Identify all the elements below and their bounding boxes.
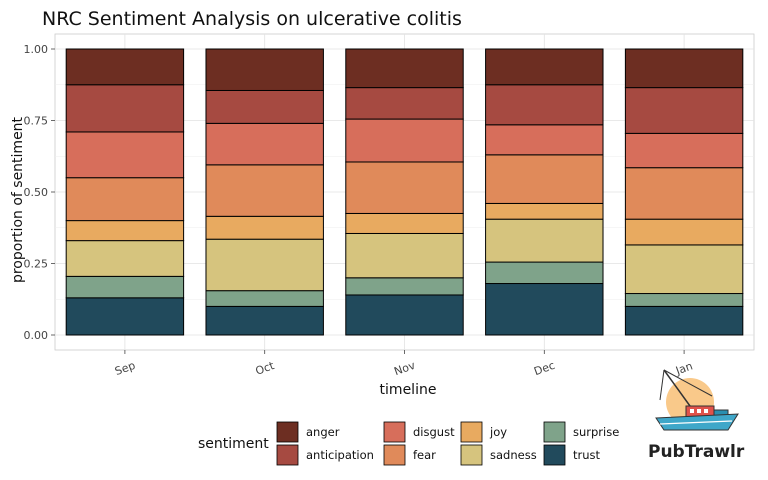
bar-dec-fear [485,154,604,204]
x-tick-label: Sep [113,359,137,378]
y-tick-label: 0.75 [24,115,49,128]
bar-jan-surprise [624,293,744,307]
x-tick-label: Jan [673,359,694,377]
legend-label-joy: joy [489,425,507,439]
x-tick-label: Oct [254,359,277,378]
legend-key-anger [276,421,299,443]
bar-nov-fear [345,161,464,214]
bar-sep-trust [65,297,185,336]
legend-key-anticipation [276,444,299,466]
bars [65,48,744,336]
bar-sep-joy [65,220,185,242]
bar-oct-anticipation [205,89,324,124]
legend-label-surprise: surprise [573,425,619,439]
logo-text: PubTrawlr [648,442,745,462]
bar-oct-trust [205,305,324,336]
bar-sep-disgust [65,131,185,179]
legend-label-anger: anger [306,425,340,439]
legend-key-joy [460,421,483,443]
bar-nov-trust [345,294,464,336]
bar-oct-joy [205,215,324,240]
bar-sep-surprise [65,275,185,299]
legend-key-surprise [543,421,566,443]
x-axis: Sep Oct Nov Dec Jan [113,350,694,378]
bar-nov-sadness [345,232,464,279]
bar-nov-joy [345,212,464,234]
legend-key-trust [543,444,566,466]
y-tick-label: 0.25 [24,258,49,271]
bar-jan-fear [624,167,744,220]
pubtrawlr-logo: PubTrawlr [648,369,745,462]
bar-jan-disgust [624,132,744,169]
bar-oct-sadness [205,238,324,292]
bar-sep-fear [65,177,185,222]
bar-dec-surprise [485,261,604,285]
x-tick-label: Nov [392,359,417,379]
bar-oct-surprise [205,290,324,307]
bar-dec-anger [485,48,604,86]
legend-label-disgust: disgust [413,425,455,439]
bar-dec-disgust [485,124,604,156]
legend-key-sadness [460,444,483,466]
y-axis-title: proportion of sentiment [10,116,26,283]
legend-key-fear [383,444,406,466]
y-axis: 0.00 0.25 0.50 0.75 1.00 [24,43,55,342]
fishing-boat-icon [655,369,739,431]
legend-label-fear: fear [413,448,436,462]
legend-label-sadness: sadness [490,448,537,462]
bar-dec-sadness [485,218,604,263]
y-tick-label: 0.00 [24,329,49,342]
bar-nov-anticipation [345,87,464,120]
legend-title: sentiment [198,436,269,452]
bar-oct-disgust [205,122,324,166]
bar-dec-joy [485,202,604,220]
x-axis-title: timeline [380,382,437,398]
chart-title: NRC Sentiment Analysis on ulcerative col… [42,8,462,30]
y-tick-label: 0.50 [24,186,49,199]
bar-jan-trust [624,305,744,336]
bar-sep-anger [65,48,185,86]
y-tick-label: 1.00 [24,43,49,56]
bar-oct-fear [205,164,324,217]
legend-label-anticipation: anticipation [306,448,374,462]
bar-jan-anticipation [624,87,744,134]
bar-jan-joy [624,218,744,246]
bar-dec-trust [485,283,604,336]
bar-sep-sadness [65,240,185,277]
legend: sentiment anger anticipation disgust fear jo… [198,421,619,466]
bar-nov-disgust [345,118,464,163]
bar-oct-anger [205,48,324,91]
legend-label-trust: trust [573,448,601,462]
bar-jan-anger [624,48,744,89]
x-tick-label: Dec [532,359,556,378]
legend-key-disgust [383,421,406,443]
bar-jan-sadness [624,244,744,295]
bar-nov-anger [345,48,464,89]
bar-sep-anticipation [65,84,185,133]
bar-dec-anticipation [485,84,604,126]
bar-nov-surprise [345,277,464,296]
